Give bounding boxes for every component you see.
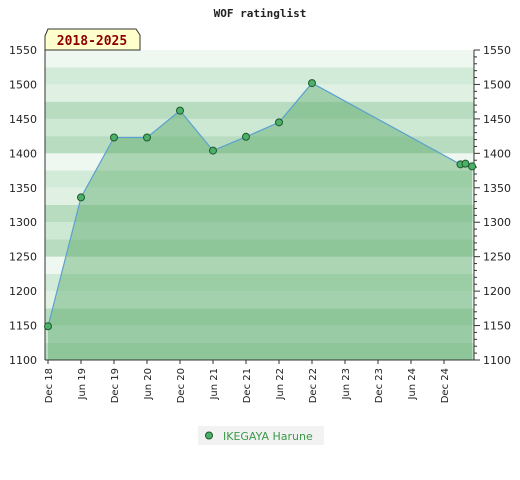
- x-axis-labels: Dec 18 Jun 19 Dec 19 Jun 20 Dec 20 Jun 21 Dec …: [44, 368, 451, 403]
- data-point: [77, 193, 85, 202]
- area-layer: [48, 83, 473, 361]
- series-area: [48, 83, 473, 361]
- data-point: [176, 106, 184, 115]
- x-tick-label: Dec 24: [440, 368, 451, 403]
- background-band: [45, 50, 474, 68]
- x-tick-label: Dec 19: [110, 368, 121, 403]
- y-tick-label-left: 1450: [9, 113, 37, 126]
- background-band: [45, 308, 474, 326]
- y-tick-label-left: 1550: [9, 44, 37, 57]
- x-tick-label: Jun 24: [407, 368, 418, 401]
- background-band: [45, 342, 474, 360]
- background-band: [45, 101, 474, 119]
- y-tick-label-right: 1500: [483, 78, 511, 91]
- x-tick-label: Jun 23: [341, 368, 352, 401]
- y-tick-label-right: 1550: [483, 44, 511, 57]
- data-point: [143, 133, 151, 142]
- background-band: [45, 291, 474, 309]
- y-tick-label-right: 1300: [483, 216, 511, 229]
- x-tick-label: Jun 21: [209, 368, 220, 401]
- y-axis-left-labels: 1100 1150 1200 1250 1300 1350 1400 1450 1500 1550: [9, 44, 37, 367]
- y-tick-label-left: 1400: [9, 147, 37, 160]
- y-tick-label-right: 1450: [483, 113, 511, 126]
- y-tick-label-left: 1100: [9, 354, 37, 367]
- background-band: [45, 136, 474, 154]
- y-tick-label-left: 1350: [9, 182, 37, 195]
- background-band: [45, 118, 474, 137]
- y-tick-label-right: 1350: [483, 182, 511, 195]
- x-tick-label: Dec 20: [176, 368, 187, 403]
- chart-title: WOF ratinglist: [214, 7, 307, 20]
- x-tick-label: Dec 22: [308, 368, 319, 403]
- legend: IKEGAYA Harune: [198, 426, 324, 445]
- x-tick-label: Jun 20: [143, 368, 154, 401]
- axes: [44, 49, 480, 364]
- y-tick-label-right: 1150: [483, 320, 511, 333]
- period-label: 2018-2025: [57, 34, 127, 49]
- data-point: [308, 79, 316, 88]
- background-band: [45, 153, 474, 171]
- data-point: [209, 146, 217, 155]
- data-point: [110, 133, 118, 142]
- points-layer: [44, 79, 477, 331]
- y-tick-label-left: 1300: [9, 216, 37, 229]
- legend-box: [198, 426, 324, 445]
- x-tick-label: Dec 23: [374, 368, 385, 403]
- background-band: [45, 256, 474, 274]
- y-tick-label-left: 1250: [9, 251, 37, 264]
- y-axis-right-labels: 1100 1150 1200 1250 1300 1350 1400 1450 1500 1550: [483, 44, 511, 367]
- y-tick-label-right: 1200: [483, 285, 511, 298]
- y-tick-label-right: 1250: [483, 251, 511, 264]
- background-band: [45, 222, 474, 240]
- background-band: [45, 187, 474, 205]
- period-badge: 2018-2025: [44, 28, 141, 51]
- data-point: [242, 132, 250, 141]
- data-point: [44, 322, 52, 331]
- y-tick-label-right: 1100: [483, 354, 511, 367]
- y-tick-label-right: 1400: [483, 147, 511, 160]
- x-tick-label: Dec 18: [44, 368, 55, 403]
- background-band: [45, 273, 474, 292]
- background-bands: [45, 50, 474, 360]
- background-band: [45, 170, 474, 188]
- background-band: [45, 205, 474, 223]
- y-tick-label-left: 1200: [9, 285, 37, 298]
- legend-marker: [205, 431, 213, 440]
- y-tick-label-left: 1150: [9, 320, 37, 333]
- x-tick-label: Jun 22: [275, 368, 286, 401]
- legend-label-series: IKEGAYA Harune: [223, 430, 313, 443]
- y-tick-label-left: 1500: [9, 78, 37, 91]
- background-band: [45, 325, 474, 343]
- data-point: [461, 159, 470, 168]
- background-band: [45, 239, 474, 257]
- x-tick-label: Jun 19: [77, 368, 88, 401]
- background-band: [45, 67, 474, 85]
- background-band: [45, 84, 474, 102]
- data-point: [275, 118, 283, 127]
- x-tick-label: Dec 21: [242, 368, 253, 403]
- data-point: [468, 162, 477, 171]
